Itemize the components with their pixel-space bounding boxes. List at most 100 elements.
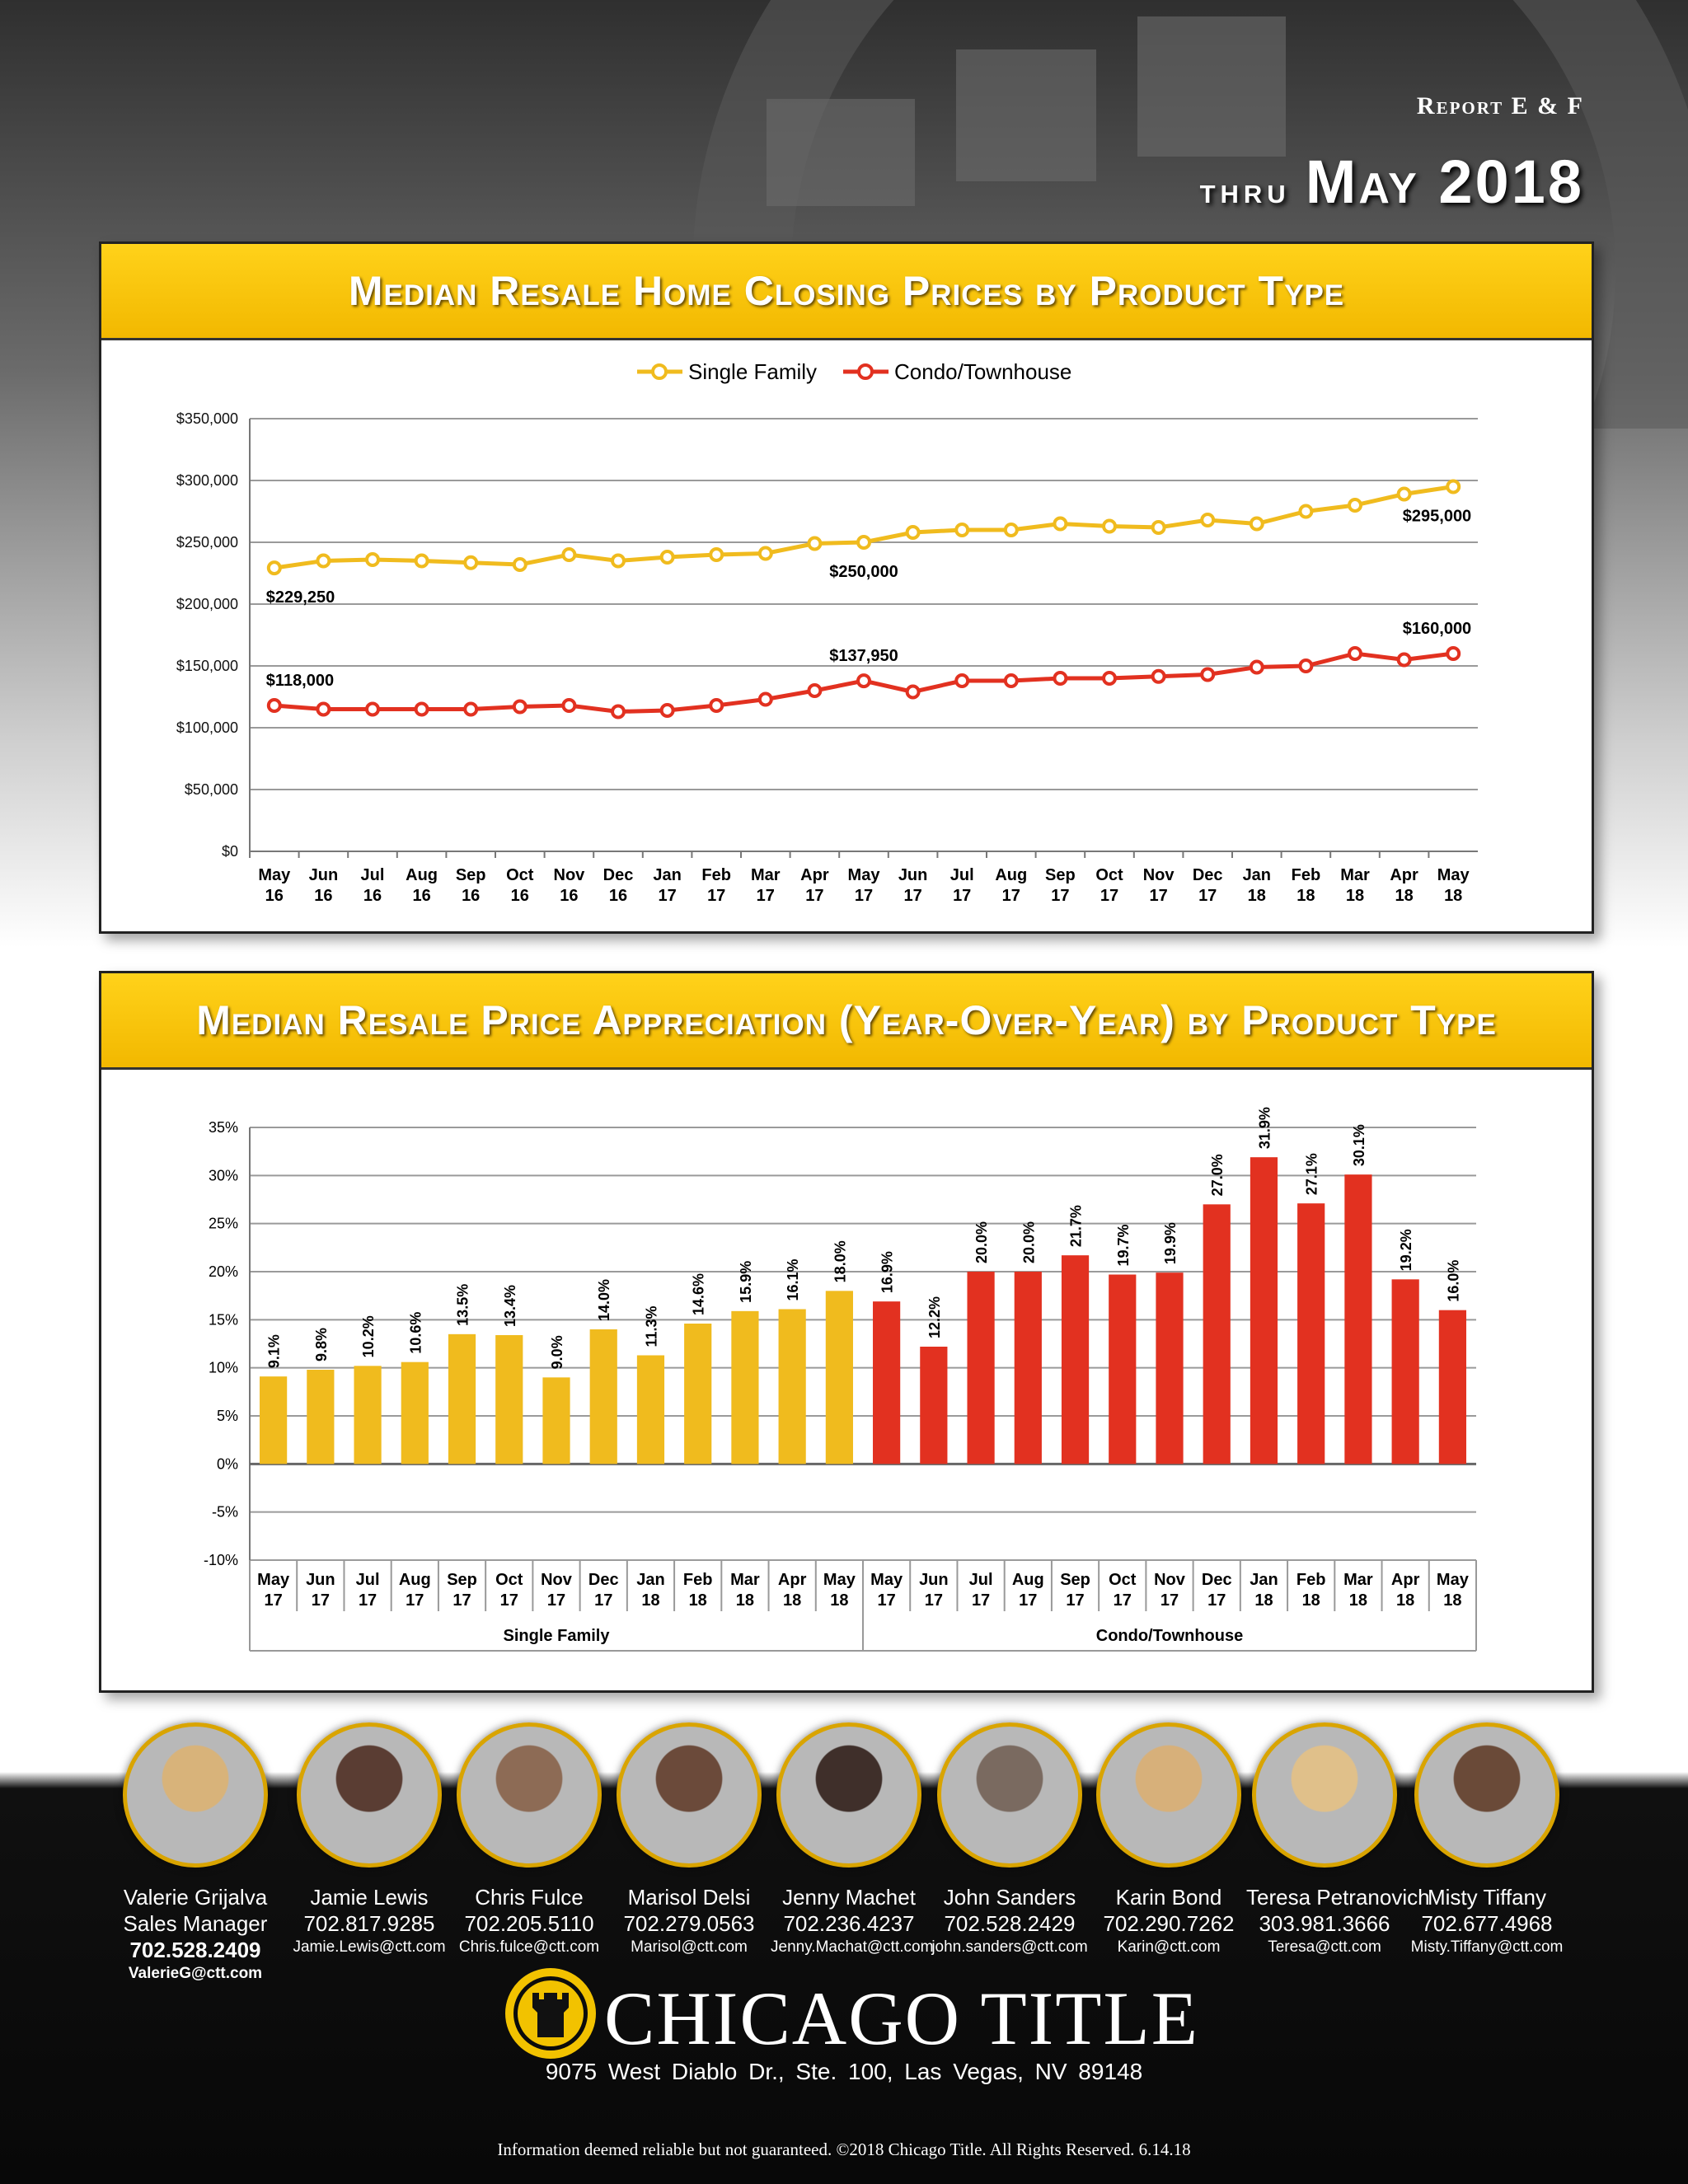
member-name: Jenny Machet [782, 1885, 916, 1910]
single-family-point [611, 553, 626, 569]
single-family-point [414, 553, 429, 569]
y-tick-label: $150,000 [176, 658, 238, 674]
x-tick-label: Jun [898, 866, 928, 884]
condo-point [905, 684, 921, 700]
condo-point [1053, 671, 1068, 686]
single-family-group-label: Single Family [504, 1627, 611, 1645]
x-tick-label: 16 [462, 887, 480, 905]
member-email: Jamie.Lewis@ctt.com [293, 1938, 446, 1956]
x-tick-label: 17 [1207, 1591, 1226, 1610]
team-member: John Sanders 702.528.2429 john.sanders@ctt… [931, 1722, 1088, 1958]
condo-point [1348, 646, 1362, 661]
condo-bar-label: 30.1% [1351, 1124, 1367, 1166]
x-tick-label: 17 [972, 1591, 990, 1610]
x-tick-label: Aug [995, 866, 1027, 884]
single-family-point [905, 525, 921, 540]
x-tick-label: Jul [950, 866, 974, 884]
single-family-point [1151, 520, 1166, 535]
x-tick-label: Jan [653, 866, 681, 884]
x-tick-label: 18 [1302, 1591, 1320, 1610]
single-family-bar-label: 11.3% [643, 1305, 659, 1347]
member-title: Sales Manager [123, 1911, 268, 1936]
x-tick-label: Nov [554, 866, 586, 884]
x-tick-label: 18 [1395, 887, 1413, 905]
condo-point [807, 683, 823, 698]
member-phone: 702.677.4968 [1421, 1911, 1553, 1936]
member-email: Marisol@ctt.com [631, 1938, 748, 1956]
x-tick-label: Apr [1390, 866, 1418, 884]
x-tick-label: Mar [751, 866, 781, 884]
x-tick-label: 17 [877, 1591, 895, 1610]
x-tick-label: Jan [1243, 866, 1271, 884]
x-tick-label: 18 [1248, 887, 1266, 905]
appreciation-bar-chart: -10% -5% 0% 5% 10% 15% 20% 25% 30% 35% 9.1% May 17 9.… [204, 1107, 1477, 1652]
team-member: Jamie Lewis 702.817.9285 Jamie.Lewis@ctt.c… [291, 1722, 448, 1958]
member-phone: 702.205.5110 [464, 1911, 594, 1936]
x-tick-label: Dec [1202, 1571, 1232, 1589]
single-family-point [757, 546, 773, 561]
single-family-point [512, 557, 528, 572]
condo-point [512, 699, 528, 715]
y-tick-label: $250,000 [176, 534, 238, 551]
y-tick-label: $200,000 [176, 596, 238, 612]
condo-bar [1014, 1272, 1042, 1465]
x-tick-label: 18 [689, 1591, 707, 1610]
y-tick-label: $0 [222, 843, 238, 860]
avatar [297, 1722, 442, 1868]
member-phone: 702.290.7262 [1103, 1911, 1235, 1936]
x-tick-label: Oct [495, 1571, 523, 1589]
condo-point [709, 698, 724, 713]
condo-bar-label: 16.9% [879, 1251, 896, 1293]
x-tick-label: 17 [1019, 1591, 1037, 1610]
team-member: Jenny Machet 702.236.4237 Jenny.Machat@ctt… [771, 1722, 933, 1958]
x-tick-label: Dec [588, 1571, 619, 1589]
x-tick-label: 16 [363, 887, 382, 905]
y-tick-label: -5% [212, 1504, 238, 1521]
x-tick-label: May [257, 1571, 290, 1589]
single-family-point [561, 547, 577, 562]
x-tick-label: Aug [1012, 1571, 1044, 1589]
x-tick-label: 18 [783, 1591, 801, 1610]
single-family-bar-label: 9.0% [549, 1335, 565, 1369]
member-email: Teresa@ctt.com [1268, 1938, 1381, 1956]
x-tick-label: Jul [356, 1571, 380, 1589]
condo-point [1102, 671, 1117, 686]
condo-bar-label: 12.2% [926, 1296, 943, 1338]
x-tick-label: 17 [1160, 1591, 1179, 1610]
x-tick-label: May [1437, 866, 1470, 884]
condo-bar [1438, 1310, 1466, 1465]
condo-point [954, 673, 970, 688]
condo-point [414, 701, 429, 717]
single-family-point [365, 552, 380, 567]
single-family-bar-label: 16.1% [785, 1258, 801, 1301]
condo-point [611, 704, 626, 719]
x-tick-label: Nov [1154, 1571, 1186, 1589]
x-tick-label: Dec [1193, 866, 1223, 884]
condo-bar-label: 20.0% [973, 1221, 990, 1263]
condo-bar-label: 27.1% [1304, 1153, 1320, 1195]
x-tick-label: Jan [1250, 1571, 1278, 1589]
team-member: Marisol Delsi 702.279.0563 Marisol@ctt.com [611, 1722, 767, 1958]
x-tick-label: Apr [800, 866, 829, 884]
single-family-series-line [274, 485, 1454, 570]
x-tick-label: May [870, 1571, 903, 1589]
single-family-bar [731, 1310, 759, 1465]
single-family-bar [684, 1324, 712, 1465]
member-name: John Sanders [943, 1885, 1076, 1910]
single-family-point [954, 523, 970, 537]
team-member: Chris Fulce 702.205.5110 Chris.fulce@ctt.c… [451, 1722, 607, 1958]
x-tick-label: May [1437, 1571, 1470, 1589]
avatar [617, 1722, 762, 1868]
single-family-data-label: $250,000 [829, 563, 898, 581]
closing-prices-title: Median Resale Home Closing Prices by Pro… [101, 244, 1592, 340]
y-tick-label: -10% [204, 1552, 238, 1568]
single-family-bar [495, 1335, 523, 1465]
condo-bar [1297, 1203, 1325, 1465]
single-family-bar [260, 1376, 288, 1465]
report-period: thru May 2018 [1200, 147, 1584, 217]
single-family-bar [401, 1361, 429, 1465]
x-tick-label: 18 [641, 1591, 659, 1610]
x-tick-label: Jul [969, 1571, 993, 1589]
condo-bar [1250, 1157, 1278, 1465]
x-tick-label: Feb [1296, 1571, 1326, 1589]
